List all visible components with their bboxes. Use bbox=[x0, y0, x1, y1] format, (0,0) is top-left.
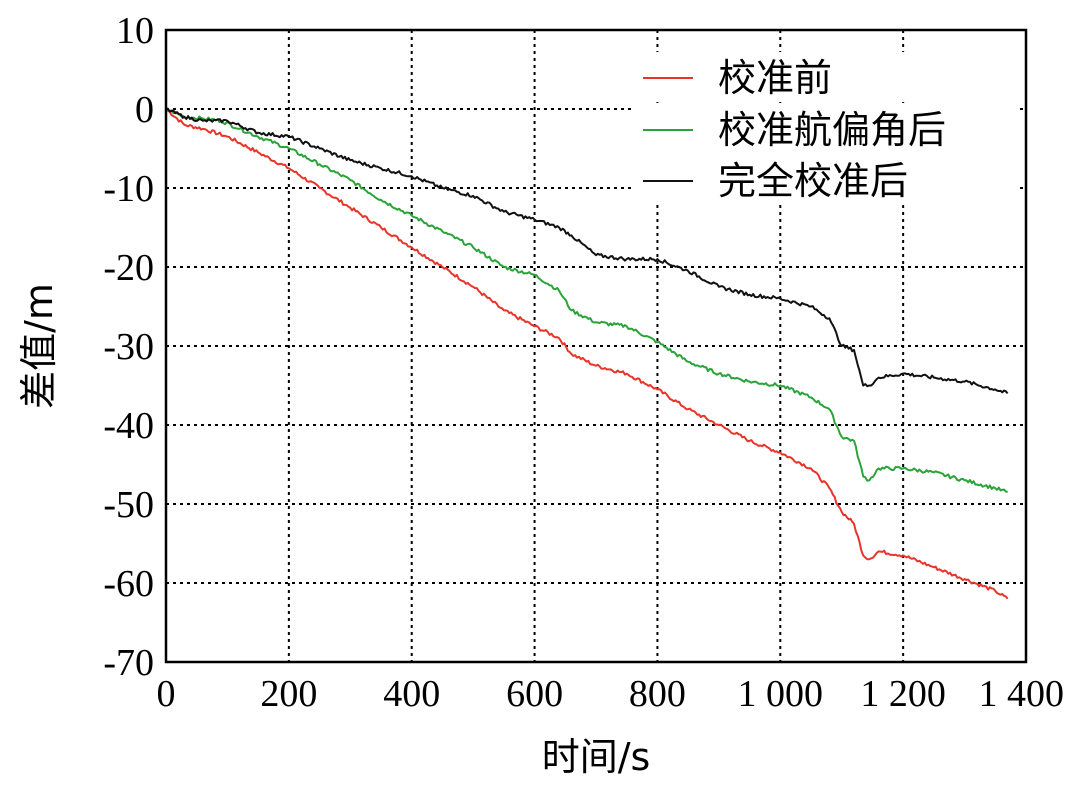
x-tick-label: 800 bbox=[629, 673, 686, 715]
series-line-3 bbox=[165, 107, 1009, 395]
legend-label-3: 完全校准后 bbox=[718, 159, 908, 203]
series-line-1 bbox=[165, 108, 1009, 600]
series-line-2 bbox=[165, 108, 1008, 494]
legend-label-2: 校准航偏角后 bbox=[718, 108, 946, 152]
x-tick-label: 200 bbox=[260, 673, 317, 715]
y-tick-label: -50 bbox=[103, 484, 154, 526]
plot-area bbox=[165, 107, 1009, 600]
y-tick-label: -70 bbox=[103, 642, 154, 684]
y-tick-label: -60 bbox=[103, 563, 154, 605]
x-tick-label: 400 bbox=[383, 673, 440, 715]
x-axis-title: 时间/s bbox=[542, 735, 651, 779]
x-tick-label: 1 400 bbox=[979, 673, 1065, 715]
y-tick-labels: 10 0 -10 -20 -30 -40 -50 -60 -70 bbox=[103, 10, 154, 684]
legend-background bbox=[632, 155, 1018, 205]
x-tick-label: 1 200 bbox=[860, 673, 946, 715]
plot-frame bbox=[164, 28, 1028, 664]
x-tick-labels: 0 200 400 600 800 1 000 1 200 1 400 bbox=[157, 673, 1065, 715]
legend-background bbox=[632, 52, 1018, 102]
y-tick-label: 10 bbox=[116, 10, 154, 52]
y-tick-label: -10 bbox=[103, 168, 154, 210]
y-tick-label: -30 bbox=[103, 326, 154, 368]
legend-background bbox=[632, 104, 1018, 154]
legend-label-1: 校准前 bbox=[718, 56, 832, 100]
y-axis-title: 差值/m bbox=[17, 283, 61, 409]
y-tick-label: 0 bbox=[135, 89, 154, 131]
x-tick-label: 0 bbox=[157, 673, 176, 715]
x-tick-label: 1 000 bbox=[738, 673, 824, 715]
y-tick-label: -20 bbox=[103, 247, 154, 289]
x-tick-label: 600 bbox=[506, 673, 563, 715]
y-tick-label: -40 bbox=[103, 405, 154, 447]
